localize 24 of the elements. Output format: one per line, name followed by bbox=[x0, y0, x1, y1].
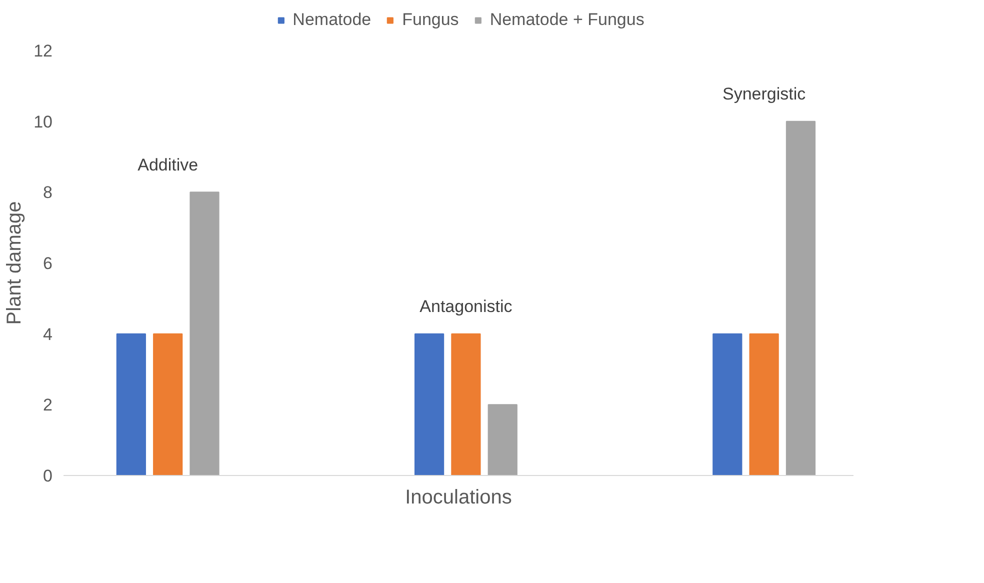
annotation: Antagonistic bbox=[420, 297, 513, 316]
legend-label: Nematode + Fungus bbox=[490, 10, 644, 30]
bar bbox=[190, 192, 220, 476]
bar bbox=[451, 333, 481, 476]
y-tick-label: 2 bbox=[43, 396, 53, 415]
y-tick-label: 10 bbox=[34, 112, 53, 132]
x-axis-title: Inoculations bbox=[405, 486, 512, 508]
bar bbox=[116, 333, 146, 476]
y-tick-label: 6 bbox=[43, 254, 53, 273]
bar bbox=[414, 333, 444, 476]
bar bbox=[749, 333, 779, 476]
y-axis-title: Plant damage bbox=[4, 201, 26, 325]
legend-label: Nematode bbox=[292, 10, 372, 30]
annotation: Additive bbox=[138, 155, 198, 174]
legend-label: Fungus bbox=[402, 10, 459, 30]
bar bbox=[786, 120, 816, 476]
y-tick-label: 0 bbox=[43, 466, 53, 486]
bar bbox=[153, 333, 183, 476]
y-tick-label: 4 bbox=[43, 324, 53, 344]
annotation: Synergistic bbox=[722, 84, 806, 104]
bar bbox=[712, 333, 742, 476]
y-tick-label: 8 bbox=[43, 183, 53, 202]
bar bbox=[488, 404, 518, 476]
y-tick-label: 12 bbox=[34, 42, 53, 60]
